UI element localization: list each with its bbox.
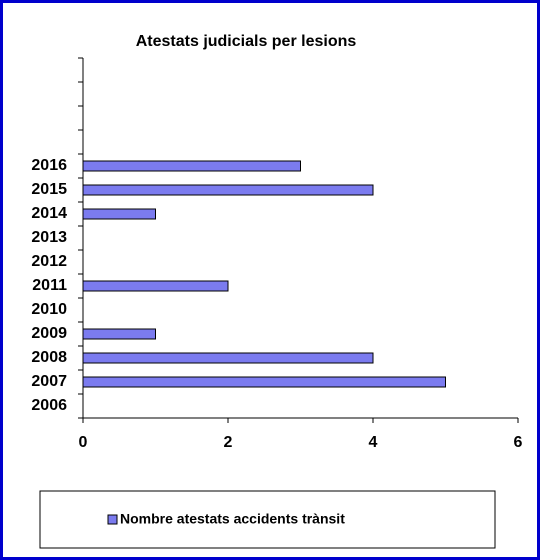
y-tick-label: 2008 <box>31 349 67 366</box>
bar <box>82 352 374 364</box>
y-tick-label: 2012 <box>31 253 67 270</box>
bar <box>82 376 446 388</box>
bar <box>82 280 229 292</box>
y-tick-label: 2006 <box>31 397 67 414</box>
y-tick-label: 2013 <box>31 229 67 246</box>
y-tick-label: 2014 <box>31 205 67 222</box>
y-tick-label: 2015 <box>31 181 67 198</box>
bar <box>82 184 374 196</box>
x-tick-label: 0 <box>79 434 88 451</box>
y-tick-label: 2007 <box>31 373 67 390</box>
bar <box>82 208 156 220</box>
x-tick-label: 6 <box>514 434 523 451</box>
bar <box>82 160 301 172</box>
bar <box>82 328 156 340</box>
x-tick-label: 4 <box>369 434 378 451</box>
y-tick-label: 2010 <box>31 301 67 318</box>
legend-swatch <box>107 514 118 525</box>
x-tick-label: 2 <box>224 434 233 451</box>
legend-label: Nombre atestats accidents trànsit <box>120 511 345 527</box>
y-tick-label: 2016 <box>31 157 67 174</box>
y-tick-label: 2011 <box>32 277 67 294</box>
chart-title: Atestats judicials per lesions <box>136 33 357 50</box>
y-tick-label: 2009 <box>31 325 67 342</box>
